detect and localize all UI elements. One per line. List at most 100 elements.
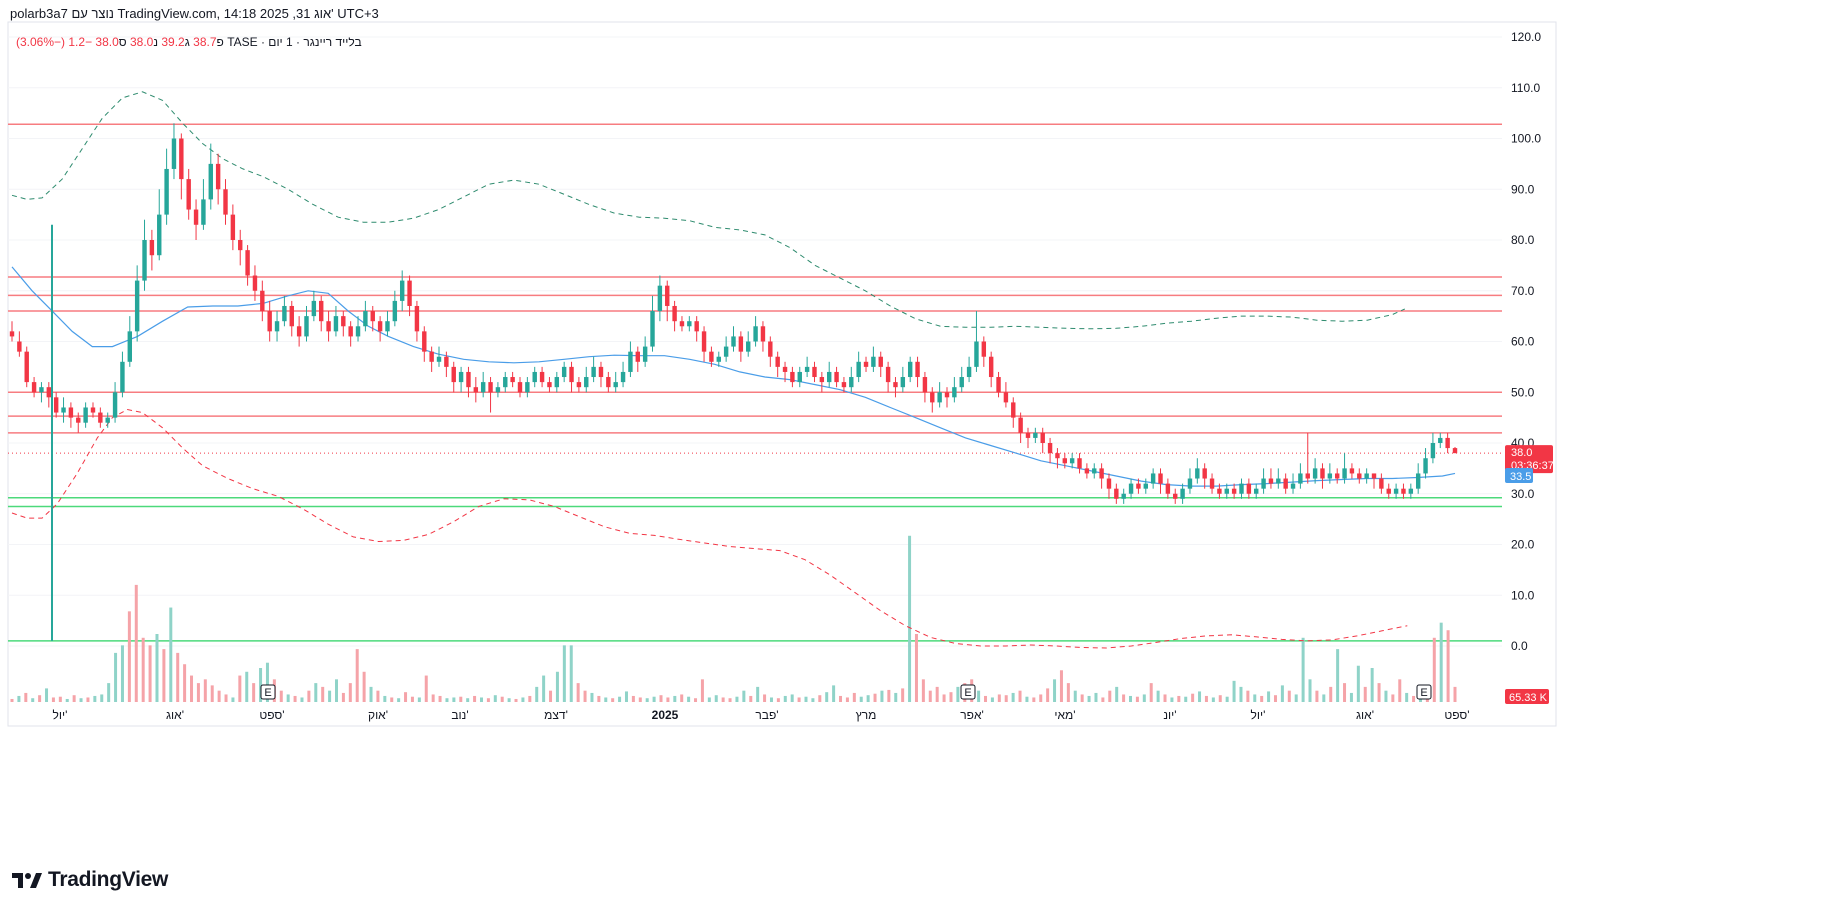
x-tick-label: יול' [1251, 708, 1266, 722]
candle-body [134, 280, 140, 332]
candle-body [296, 326, 302, 337]
volume-bar [673, 695, 677, 702]
y-tick-label: 50.0 [1511, 385, 1535, 399]
y-tick-label: 110.0 [1511, 81, 1540, 95]
volume-bar [100, 694, 104, 702]
volume-bar [707, 697, 711, 702]
candle-body [1003, 392, 1009, 403]
volume-bar [984, 695, 988, 702]
volume-bar [293, 695, 297, 702]
volume-bar [597, 695, 601, 702]
volume-bar [666, 697, 670, 702]
volume-bar [1384, 690, 1388, 702]
volume-bar [473, 695, 477, 702]
x-tick-label: אוג' [166, 708, 184, 722]
candle-body [333, 316, 339, 332]
volume-bar [162, 649, 166, 702]
candle-body [1283, 478, 1288, 489]
x-tick-label: אפר' [960, 708, 984, 722]
candle-body [1077, 458, 1082, 469]
candle-body [532, 371, 537, 383]
volume-bar [928, 690, 932, 702]
volume-bar [839, 695, 843, 702]
candle-body [157, 214, 162, 256]
candle-body [930, 392, 935, 403]
candle-body [260, 290, 265, 312]
volume-bar [1349, 692, 1353, 702]
volume-bar [134, 584, 138, 702]
symbol-name[interactable]: בלייד ריינגר · 1 יום · TASE [227, 35, 362, 49]
candle-body [120, 361, 125, 393]
candle-body [1128, 483, 1134, 494]
volume-bar [1101, 697, 1105, 702]
candle-body [974, 341, 979, 367]
volume-bar [1170, 697, 1174, 702]
candle-body [1364, 473, 1369, 479]
volume-bar [894, 692, 898, 702]
candle-body [289, 305, 294, 327]
earnings-marker-label: E [1420, 687, 1427, 699]
candle-body [370, 311, 375, 322]
volume-bar [618, 696, 622, 702]
candle-body [436, 356, 442, 362]
x-tick-label: מרץ [856, 708, 877, 722]
candle-body [215, 163, 221, 190]
candle-body [613, 382, 618, 388]
volume-bar [410, 696, 414, 702]
earnings-marker-label: E [264, 687, 271, 699]
candle-body [1121, 493, 1126, 499]
volume-bar [1135, 696, 1139, 702]
candle-body [812, 366, 817, 378]
candle-body [1033, 432, 1038, 438]
volume-bar [1405, 692, 1409, 702]
candle-body [201, 199, 206, 225]
candle-body [83, 407, 88, 423]
candle-body [127, 331, 133, 362]
volume-bar [535, 686, 539, 702]
change-value: −1.2 (−3.06%) [16, 35, 93, 49]
volume-bar [1108, 690, 1112, 702]
volume-bar [549, 690, 553, 702]
volume-bar [459, 696, 463, 702]
candle-body [981, 341, 987, 357]
candle-body [252, 275, 258, 291]
volume-bar [231, 697, 235, 702]
candle-body [1165, 483, 1171, 494]
volume-bar [1370, 668, 1374, 702]
candle-body [738, 336, 744, 352]
tradingview-logo[interactable]: TradingView [12, 868, 168, 892]
volume-bar [742, 690, 746, 702]
symbol-legend: בלייד ריינגר · 1 יום · TASE פ38.7 ג39.2 … [16, 35, 362, 49]
volume-bar [1128, 695, 1132, 702]
volume-bar [790, 694, 794, 702]
candle-body [422, 331, 427, 352]
candle-body [164, 168, 169, 215]
x-tick-label: יול' [53, 708, 68, 722]
candle-body [1239, 483, 1244, 494]
volume-bar [300, 697, 304, 702]
candle-body [598, 366, 604, 378]
candle-body [1099, 468, 1104, 479]
candle-body [1386, 488, 1391, 494]
earnings-marker [260, 684, 276, 700]
volume-bar [956, 686, 960, 702]
candle-body [760, 326, 766, 342]
volume-bar [949, 692, 953, 702]
candle-body [17, 341, 22, 352]
candle-body [451, 366, 456, 383]
volume-bar [307, 690, 311, 702]
bands [11, 91, 1456, 649]
candle-body [525, 382, 530, 393]
volume-bar [555, 671, 559, 702]
volume-bar [721, 697, 725, 702]
volume-bar [1184, 696, 1188, 702]
volume-bar [1032, 697, 1036, 702]
candle-body [1173, 493, 1178, 499]
volume-bar [514, 698, 518, 702]
volume-bar [825, 692, 829, 702]
candle-body [46, 387, 52, 398]
volume-tag [1505, 689, 1549, 704]
candle-body [996, 377, 1001, 393]
